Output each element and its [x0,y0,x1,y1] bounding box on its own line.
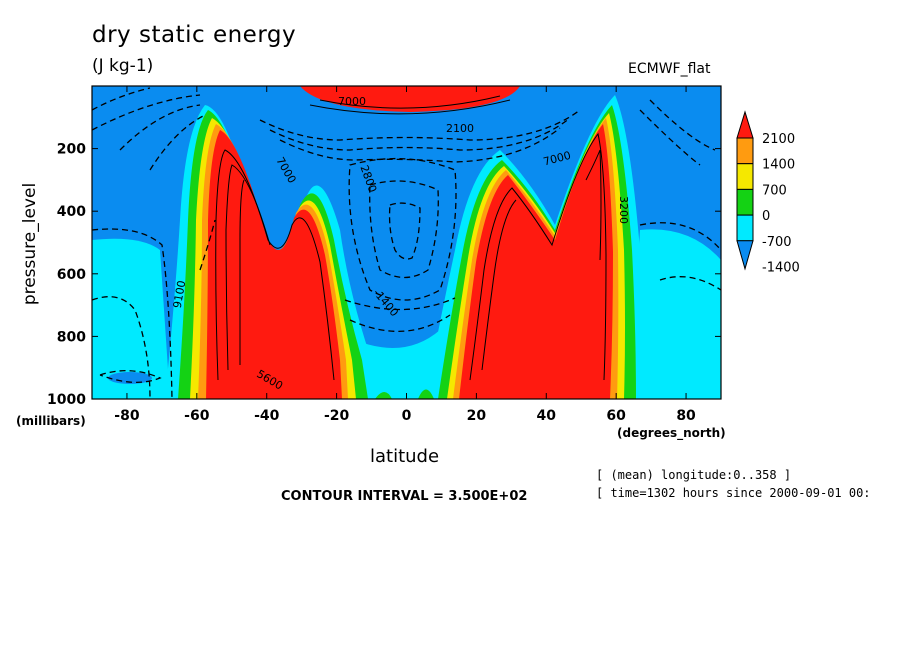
contours-solid [215,95,607,381]
x-axis-label: latitude [370,446,440,467]
y-tick-label: 1000 [47,392,86,408]
contour-label: 2100 [446,122,474,135]
chart-title: dry static energy [92,22,297,48]
contour-label: 3200 [617,196,630,224]
y-tick-label: 600 [57,267,86,283]
heatmap-field [92,86,721,399]
contour-interval: CONTOUR INTERVAL = 3.500E+02 [281,489,528,504]
colorbar-label: 0 [762,209,770,224]
annotation-longitude: [ (mean) longitude:0..358 ] [596,468,792,482]
colorbar-bottom-arrow [736,240,754,271]
contour-label: 7000 [338,95,366,108]
source-label: ECMWF_flat [628,61,711,77]
contours-dashed [92,87,721,399]
y-axis-ticks: 200 400 600 800 1000 [47,142,721,408]
colorbar-band [736,137,754,165]
x-axis-units: (degrees_north) [617,426,726,440]
field-center-green-1 [375,392,392,399]
annotation-time: [ time=1302 hours since 2000-09-01 00: [596,486,871,500]
x-tick-label: -40 [254,408,280,424]
x-tick-label: -60 [184,408,210,424]
field-right-cyan [630,229,721,399]
y-tick-label: 800 [57,329,86,345]
colorbar: 2100 1400 700 0 -700 -1400 [736,110,800,276]
chart-units: (J kg-1) [92,56,154,76]
x-tick-label: 80 [676,408,696,424]
x-tick-label: 20 [467,408,487,424]
colorbar-top-arrow [736,110,754,139]
x-tick-label: -80 [114,408,140,424]
colorbar-label: 2100 [762,132,795,147]
colorbar-label: 1400 [762,158,795,173]
colorbar-band [736,163,754,190]
colorbar-label: 700 [762,183,787,198]
x-tick-label: 0 [402,408,412,424]
x-tick-label: 60 [606,408,626,424]
colorbar-band [736,214,754,242]
y-axis-units: (millibars) [16,414,86,428]
field-right-red [459,124,613,399]
contour-label: 9100 [171,279,189,309]
field-center-green-2 [418,389,434,399]
colorbar-label: -700 [762,235,792,250]
y-tick-label: 200 [57,142,86,158]
x-tick-label: 40 [537,408,557,424]
colorbar-label: -1400 [762,261,800,276]
x-axis-ticks: -80 -60 -40 -20 0 20 40 60 80 [114,86,696,424]
colorbar-band [736,188,754,216]
x-tick-label: -20 [324,408,350,424]
y-tick-label: 400 [57,204,86,220]
